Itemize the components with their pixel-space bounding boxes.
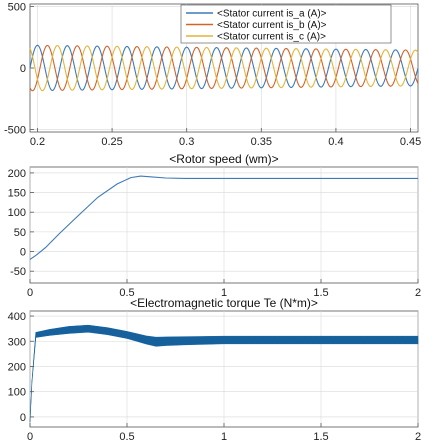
xtick-label: 1.5 bbox=[313, 287, 328, 299]
legend-entry-2: <Stator current is_b (A)> bbox=[217, 20, 327, 31]
lines-3 bbox=[29, 324, 419, 422]
xtick-label: 0.4 bbox=[328, 136, 343, 148]
legend-entry-1: <Stator current is_a (A)> bbox=[217, 9, 327, 20]
yticks-2: -50 0 50 100 150 200 bbox=[8, 168, 34, 278]
series-line-speed bbox=[29, 175, 418, 260]
ytick-label: 300 bbox=[8, 336, 26, 348]
ytick-label: 100 bbox=[8, 207, 26, 219]
series-line-torque bbox=[29, 325, 419, 422]
panel-stator-current: 0.2 0.25 0.3 0.35 0.4 0.45 -500 0 500 <Stator c… bbox=[4, 1, 421, 148]
xticks-3: 0 0.5 1 1.5 2 bbox=[27, 423, 421, 443]
ytick-label: 200 bbox=[8, 361, 26, 373]
ytick-label: 50 bbox=[14, 227, 26, 239]
grid-2 bbox=[29, 167, 419, 283]
ytick-label: -50 bbox=[10, 266, 26, 278]
ytick-label: 500 bbox=[8, 1, 26, 13]
xtick-label: 0.5 bbox=[119, 287, 134, 299]
series-line-2 bbox=[29, 44, 419, 92]
panel-rotor-speed: <Rotor speed (wm)> 0 0.5 1 1.5 2 -5005010015… bbox=[8, 152, 421, 299]
panel-torque: <Electromagnetic torque Te (N*m)> 0 0.5 1 1… bbox=[8, 296, 421, 443]
lines-1 bbox=[29, 44, 419, 92]
xtick-label: 0.2 bbox=[30, 136, 45, 148]
ytick-label: 200 bbox=[8, 168, 26, 180]
series-line-1 bbox=[29, 44, 419, 92]
ytick-label: 400 bbox=[8, 311, 26, 323]
ytick-label: -500 bbox=[4, 125, 26, 137]
xtick-label: 2 bbox=[415, 287, 421, 299]
yticks-3: 0 100 200 300 400 bbox=[8, 311, 34, 424]
legend: <Stator current is_a (A)><Stator current… bbox=[180, 4, 392, 44]
xtick-label: 2 bbox=[415, 431, 421, 443]
xtick-label: 1 bbox=[221, 431, 227, 443]
xtick-label: 0 bbox=[27, 431, 33, 443]
xtick-label: 0.5 bbox=[119, 431, 134, 443]
chart-title-2: <Rotor speed (wm)> bbox=[169, 152, 278, 166]
ytick-label: 0 bbox=[20, 412, 26, 424]
ytick-label: 0 bbox=[20, 63, 26, 75]
xticks-1: 0.2 0.25 0.3 0.35 0.4 0.45 bbox=[30, 128, 421, 148]
legend-box bbox=[180, 4, 392, 44]
xtick-label: 1 bbox=[221, 287, 227, 299]
ytick-label: 0 bbox=[20, 247, 26, 259]
series-line-3 bbox=[29, 45, 419, 92]
xtick-label: 0.3 bbox=[179, 136, 194, 148]
xtick-label: 1.5 bbox=[313, 431, 328, 443]
xtick-label: 0.25 bbox=[101, 136, 122, 148]
yticks-1: -500 0 500 bbox=[4, 1, 34, 137]
xtick-label: 0 bbox=[27, 287, 33, 299]
chart-title-3: <Electromagnetic torque Te (N*m)> bbox=[130, 296, 318, 310]
xtick-label: 0.35 bbox=[251, 136, 272, 148]
xticks-2: 0 0.5 1 1.5 2 bbox=[27, 279, 421, 299]
ytick-label: 150 bbox=[8, 188, 26, 200]
ytick-label: 100 bbox=[8, 387, 26, 399]
lines-2 bbox=[29, 175, 418, 260]
xtick-label: 0.45 bbox=[400, 136, 421, 148]
legend-entry-3: <Stator current is_c (A)> bbox=[217, 32, 326, 43]
